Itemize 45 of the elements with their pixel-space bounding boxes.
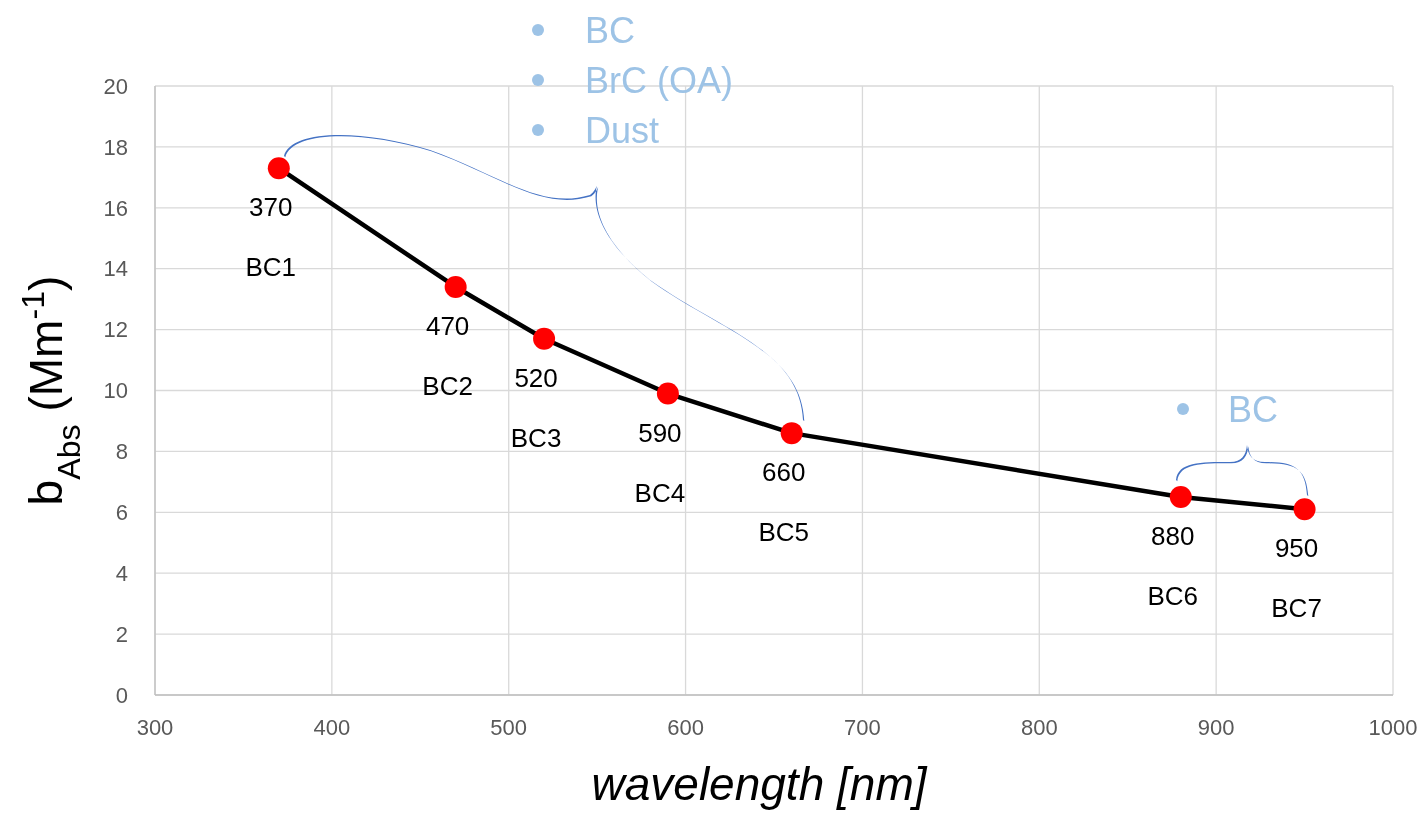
x-tick-label: 900 [1197, 715, 1235, 740]
y-tick-label: 10 [103, 378, 128, 404]
annotation: BC4 [634, 477, 686, 508]
x-tick-label: 500 [490, 715, 528, 740]
annotation: 660 [761, 457, 806, 488]
x-axis-title: wavelength [nm] [591, 758, 928, 810]
y-tick-label: 14 [103, 256, 128, 282]
x-tick-label: 800 [1020, 715, 1058, 740]
point [1169, 486, 1192, 509]
annotation: BC5 [758, 517, 809, 548]
annotation: 470 [425, 310, 470, 341]
annotation: 370 [249, 192, 293, 223]
annotation: 590 [638, 417, 682, 448]
annotation: BrC (OA) [585, 59, 733, 101]
y-tick-label: 12 [103, 317, 128, 343]
annotation: Dust [585, 109, 660, 151]
x-tick-label: 300 [136, 715, 174, 740]
point [780, 422, 803, 445]
annotation: 880 [1151, 521, 1195, 552]
x-tick-label: 1000 [1368, 715, 1418, 740]
x-tick-label: 700 [844, 715, 881, 740]
y-tick-label: 18 [103, 134, 128, 160]
point [656, 382, 679, 405]
point [444, 275, 467, 298]
annotation: BC2 [422, 370, 473, 401]
point [1293, 498, 1316, 521]
annotation: BC1 [245, 252, 297, 283]
text: BC [585, 9, 636, 51]
x-tick-label: 400 [313, 715, 351, 740]
annotation: 520 [514, 362, 558, 393]
x-tick-label: 600 [667, 715, 704, 740]
y-tick-label: 0 [115, 682, 128, 708]
y-tick-label: 6 [115, 500, 128, 525]
y-tick-label: 4 [115, 560, 128, 586]
annotation: BC6 [1147, 581, 1199, 612]
annotation: BC3 [510, 422, 562, 453]
point [267, 157, 290, 180]
y-tick-label: 20 [103, 73, 128, 99]
annotation: 950 [1274, 533, 1319, 564]
y-tick-label: 8 [115, 439, 128, 465]
y-tick-label: 16 [103, 195, 128, 221]
point [533, 327, 556, 350]
annotation: BC [1228, 388, 1279, 430]
annotation: BC7 [1271, 593, 1322, 624]
y-tick-label: 2 [115, 621, 128, 647]
